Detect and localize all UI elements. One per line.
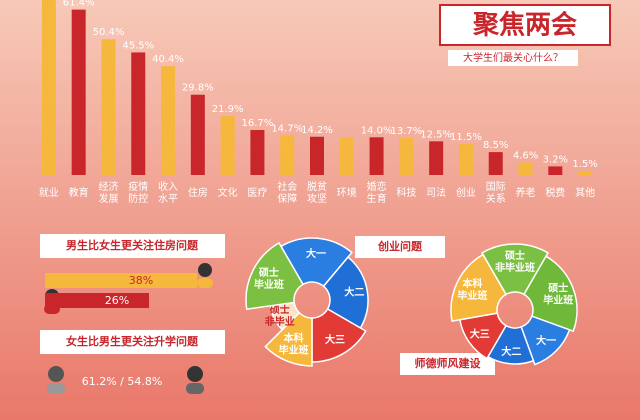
panel-box	[40, 330, 225, 354]
bar	[71, 9, 86, 175]
bar	[101, 39, 116, 175]
x-tick-label: 教育	[69, 186, 89, 199]
segment-label: 本科毕业班	[457, 277, 487, 302]
segment-label: 大一	[536, 334, 556, 347]
x-tick-label: 养老	[516, 186, 536, 199]
value-label: 11.5%	[450, 132, 482, 143]
segment-label: 大三	[470, 328, 490, 341]
x-tick-label: 医疗	[247, 186, 267, 199]
value-label: 29.8%	[182, 83, 214, 94]
donut-segment	[264, 311, 313, 367]
value-label: 14.0%	[361, 125, 393, 136]
segment-label: 硕士毕业班	[543, 281, 573, 306]
x-tick-label: 经济发展	[98, 180, 118, 205]
bar	[310, 136, 324, 175]
segment-label: 大二	[501, 345, 521, 358]
icon	[47, 366, 65, 394]
bar	[220, 116, 235, 175]
subtitle-box	[448, 50, 578, 66]
donut-segment	[279, 237, 353, 288]
value-label: 26%	[105, 294, 129, 307]
bar	[250, 130, 265, 175]
donut-segment	[520, 315, 571, 366]
value-label: 14.7%	[271, 123, 303, 134]
donut-title-box	[355, 236, 445, 258]
segment-label: 硕士非毕业	[265, 303, 295, 328]
panel-title: 男生比女生更关注住房问题	[66, 238, 199, 252]
value-label: 50.4%	[93, 27, 125, 38]
x-tick-label: 文化	[218, 186, 238, 199]
value-label: 8.5%	[483, 140, 508, 151]
value-label: 13.7%	[390, 126, 422, 137]
bar	[369, 137, 384, 175]
bar	[41, 0, 56, 175]
segment-label: 大一	[306, 247, 326, 260]
value-label: 21.9%	[212, 104, 244, 115]
panel-title: 女生比男生更关注升学问题	[66, 334, 199, 348]
x-tick-label: 疫情防控	[128, 180, 148, 205]
donut-segment	[322, 256, 369, 330]
bar	[548, 166, 563, 175]
donut-title: 师德师风建设	[415, 356, 482, 370]
bar	[578, 170, 593, 175]
subtitle: 大学生们最关心什么？	[463, 51, 563, 64]
icon	[197, 263, 213, 288]
x-tick-label: 住房	[188, 186, 208, 199]
title-box	[439, 4, 611, 46]
bar	[339, 137, 354, 175]
donut-segment	[480, 243, 550, 296]
donut-segment	[245, 241, 305, 311]
value-label: 45.5%	[122, 40, 154, 51]
x-tick-label: 社会保障	[277, 180, 297, 205]
donut-segment	[522, 255, 578, 333]
bar	[45, 293, 149, 308]
x-tick-label: 创业	[456, 186, 476, 199]
segment-label: 大三	[325, 333, 345, 346]
x-tick-label: 婚恋生育	[367, 180, 387, 205]
bar	[429, 141, 444, 175]
bar	[45, 273, 197, 288]
value-label: 40.4%	[152, 54, 184, 65]
value-label: 1.5%	[572, 159, 597, 170]
value-label: 16.7%	[242, 118, 274, 129]
title: 聚焦两会	[472, 10, 577, 41]
x-tick-label: 科技	[396, 186, 416, 199]
x-tick-label: 司法	[426, 186, 446, 199]
x-tick-label: 国际关系	[486, 181, 506, 205]
bar	[458, 144, 473, 175]
bar	[399, 138, 414, 175]
x-tick-label: 税费	[545, 186, 565, 199]
icon	[186, 366, 204, 394]
bar	[518, 162, 533, 175]
segment-label: 本科毕业班	[279, 331, 309, 356]
value-label: 14.2%	[301, 125, 333, 136]
x-tick-label: 收入水平	[158, 180, 178, 205]
x-tick-label: 环境	[337, 186, 357, 199]
donut-title: 创业问题	[377, 239, 423, 253]
x-tick-label: 其他	[575, 186, 595, 199]
bar	[488, 152, 503, 175]
bar	[280, 135, 295, 175]
bar	[190, 94, 205, 175]
bar	[161, 66, 176, 175]
x-tick-label: 就业	[39, 186, 59, 199]
x-tick-label: 脱贫攻坚	[307, 180, 327, 205]
value-label: 12.5%	[420, 129, 452, 140]
segment-label: 大二	[344, 286, 364, 299]
donut-title-box	[400, 353, 495, 375]
donut-segment	[450, 253, 508, 322]
value-label: 38%	[129, 274, 153, 287]
segment-label: 硕士非毕业班	[495, 249, 535, 274]
bar	[131, 52, 146, 175]
value-label: 4.6%	[513, 151, 538, 162]
panel-box	[40, 234, 225, 258]
value-label: 3.2%	[543, 154, 568, 165]
panel-text: 61.2% / 54.8%	[82, 375, 163, 388]
segment-label: 硕士毕业班	[254, 266, 284, 291]
value-label: 61.4%	[63, 0, 95, 9]
